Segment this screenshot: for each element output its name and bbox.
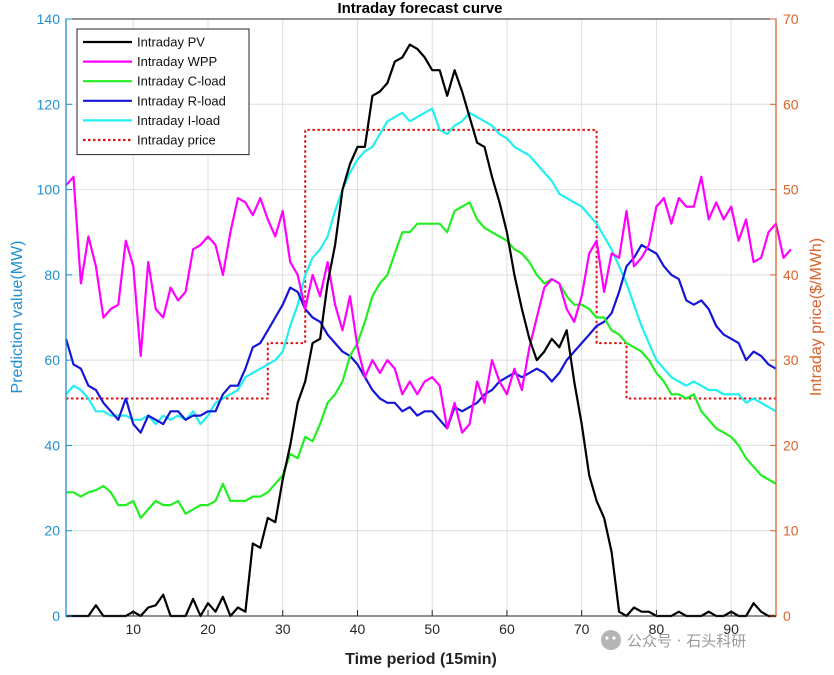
x-axis: 10 20 30 40 50 60 70 80 90 (125, 610, 739, 637)
series-line-intraday-price (66, 128, 776, 400)
series-line-intraday-wpp (65, 175, 792, 434)
legend-label: Intraday price (137, 133, 216, 148)
right-tick-label: 50 (783, 182, 799, 198)
right-tick-label: 0 (783, 608, 791, 624)
series-line-intraday-r-load (64, 243, 777, 434)
x-axis-label: Time period (15min) (345, 651, 497, 668)
left-tick-label: 60 (44, 352, 60, 368)
wechat-icon (601, 630, 621, 650)
right-y-axis: 0 10 20 30 40 50 60 70 (770, 11, 799, 624)
x-tick-label: 40 (350, 621, 366, 637)
wechat-icon-eye-right (612, 636, 616, 640)
left-tick-label: 40 (44, 437, 60, 453)
left-tick-label: 80 (44, 267, 60, 283)
wechat-icon-eye-left (605, 636, 609, 640)
legend-box (76, 28, 250, 156)
series-line-intraday-i-load (65, 107, 777, 426)
x-tick-label: 70 (574, 621, 590, 637)
left-tick-label: 20 (44, 523, 60, 539)
left-tick-label: 120 (37, 96, 61, 112)
right-y-axis-label: Intraday price($/MWh) (808, 238, 825, 396)
right-tick-label: 70 (783, 11, 799, 27)
left-y-axis-label: Prediction value(MW) (9, 241, 26, 394)
legend-label: Intraday C-load (137, 74, 226, 89)
left-y-axis: 0 20 40 60 80 100 120 140 (37, 11, 72, 624)
legend: Intraday PV Intraday WPP Intraday C-load In… (76, 28, 250, 156)
right-tick-label: 20 (783, 437, 799, 453)
x-tick-label: 90 (723, 621, 739, 637)
right-tick-label: 30 (783, 352, 799, 368)
right-tick-label: 10 (783, 523, 799, 539)
x-tick-label: 80 (649, 621, 665, 637)
right-tick-label: 60 (783, 96, 799, 112)
left-tick-label: 0 (52, 608, 60, 624)
x-tick-label: 20 (200, 621, 216, 637)
watermark: 公众号 · 石头科研 (601, 630, 746, 650)
legend-label: Intraday I-load (137, 113, 220, 128)
legend-label: Intraday R-load (137, 93, 226, 108)
series-line-intraday-c-load (66, 201, 777, 520)
left-tick-label: 140 (37, 11, 61, 27)
x-tick-label: 50 (424, 621, 440, 637)
legend-label: Intraday WPP (137, 54, 217, 69)
left-tick-label: 100 (37, 182, 61, 198)
x-tick-label: 60 (499, 621, 515, 637)
x-tick-label: 10 (125, 621, 141, 637)
watermark-text: 公众号 · 石头科研 (627, 632, 746, 650)
legend-label: Intraday PV (137, 35, 205, 50)
x-tick-label: 30 (275, 621, 291, 637)
chart-title: Intraday forecast curve (337, 0, 502, 17)
right-tick-label: 40 (783, 267, 799, 283)
